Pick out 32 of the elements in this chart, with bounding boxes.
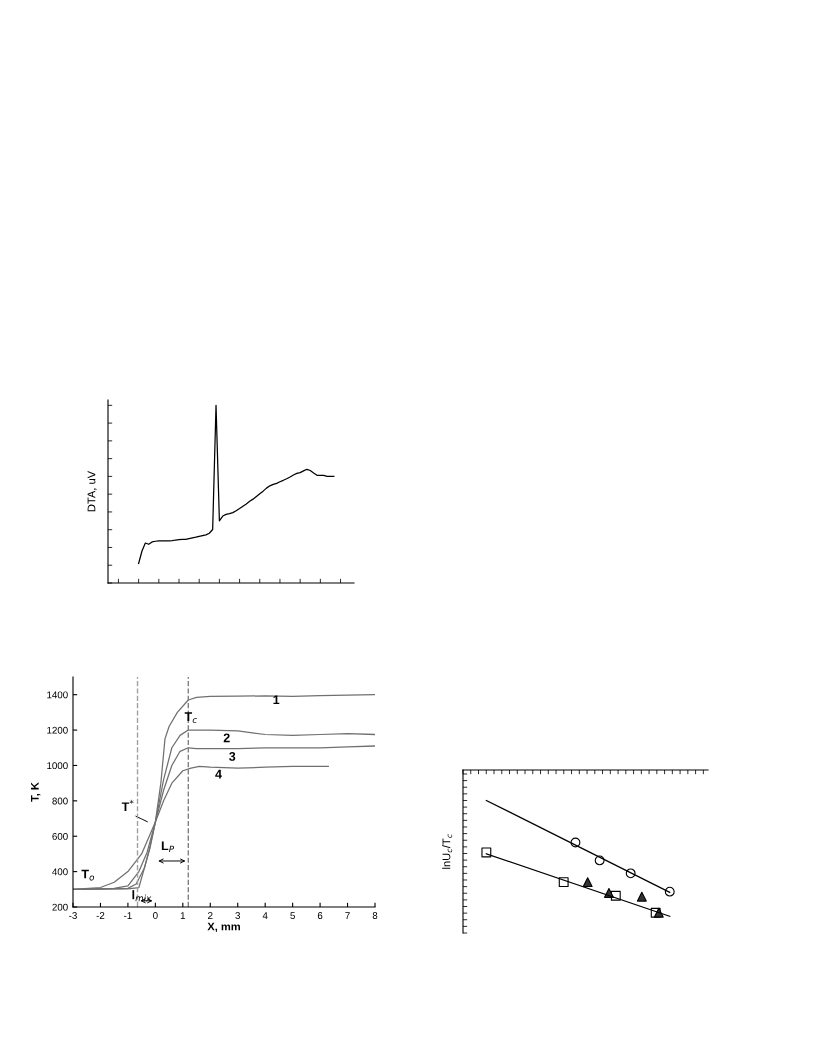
x-tick-label: -3 bbox=[69, 912, 77, 919]
annotation: T$_{o}$ bbox=[81, 869, 95, 881]
y-axis-title: DTA, uV bbox=[87, 470, 97, 512]
text: lnU$_{c}$/T$_{c}$ bbox=[442, 833, 453, 869]
y-axis-title: T, K bbox=[31, 782, 41, 802]
annotation: 2 bbox=[223, 733, 230, 743]
y-tick-label: 800 bbox=[52, 797, 68, 805]
x-tick-label: 4 bbox=[262, 912, 268, 919]
annotation: L$_{P}$ bbox=[161, 841, 175, 853]
annotation: T$_{c}$ bbox=[184, 712, 197, 724]
annotation: T$^{*}$ bbox=[121, 799, 134, 812]
x-tick-label: 8 bbox=[372, 912, 378, 919]
y-tick-label: 1400 bbox=[47, 691, 68, 699]
x-tick-label: -2 bbox=[96, 912, 105, 919]
x-tick-label: 3 bbox=[235, 912, 240, 919]
x-tick-label: 2 bbox=[208, 912, 213, 919]
x-tick-label: 6 bbox=[317, 912, 323, 919]
y-tick-label: 1000 bbox=[47, 762, 68, 770]
annotation: 4 bbox=[215, 769, 222, 779]
y-tick-label: 600 bbox=[52, 832, 68, 840]
y-tick-label: 1200 bbox=[47, 726, 68, 734]
annotation: 1 bbox=[273, 695, 280, 705]
x-axis-title: X, mm bbox=[207, 922, 240, 933]
x-tick-label: -1 bbox=[124, 912, 132, 919]
y-tick-label: 400 bbox=[52, 868, 68, 876]
annotation: l$_{mix}$ bbox=[132, 890, 152, 902]
x-tick-label: 0 bbox=[153, 912, 158, 919]
x-tick-label: 5 bbox=[290, 912, 295, 919]
y-tick-label: 200 bbox=[52, 903, 68, 911]
x-tick-label: 1 bbox=[180, 912, 186, 919]
x-tick-label: 7 bbox=[345, 912, 350, 919]
annotation: 3 bbox=[229, 752, 236, 761]
